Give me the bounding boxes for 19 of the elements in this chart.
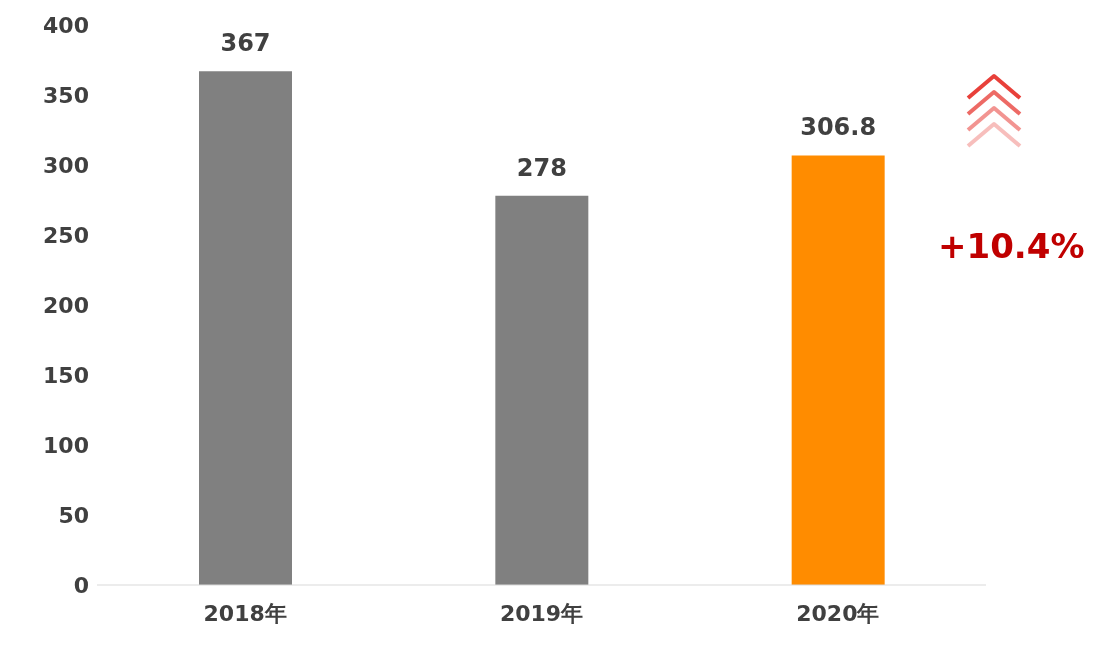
x-tick-label: 2019年	[499, 600, 584, 626]
data-label: 306.8	[800, 113, 877, 142]
y-tick-label: 100	[43, 432, 89, 458]
bar	[495, 195, 589, 585]
y-tick-label: 0	[73, 572, 89, 598]
y-tick-label: 50	[58, 502, 89, 528]
x-tick-label: 2020年	[796, 600, 880, 626]
y-tick-label: 400	[43, 12, 89, 38]
bar	[791, 155, 885, 585]
bar	[199, 71, 292, 585]
y-tick-label: 250	[43, 222, 89, 248]
y-tick-label: 200	[43, 292, 89, 318]
data-label: 367	[220, 29, 271, 58]
y-tick-label: 350	[43, 82, 89, 108]
annotation: +10.4%	[938, 226, 1085, 266]
data-label: 278	[516, 153, 567, 182]
y-tick-label: 300	[43, 152, 89, 178]
x-tick-label: 2018年	[203, 600, 287, 626]
y-tick-label: 150	[43, 362, 89, 388]
